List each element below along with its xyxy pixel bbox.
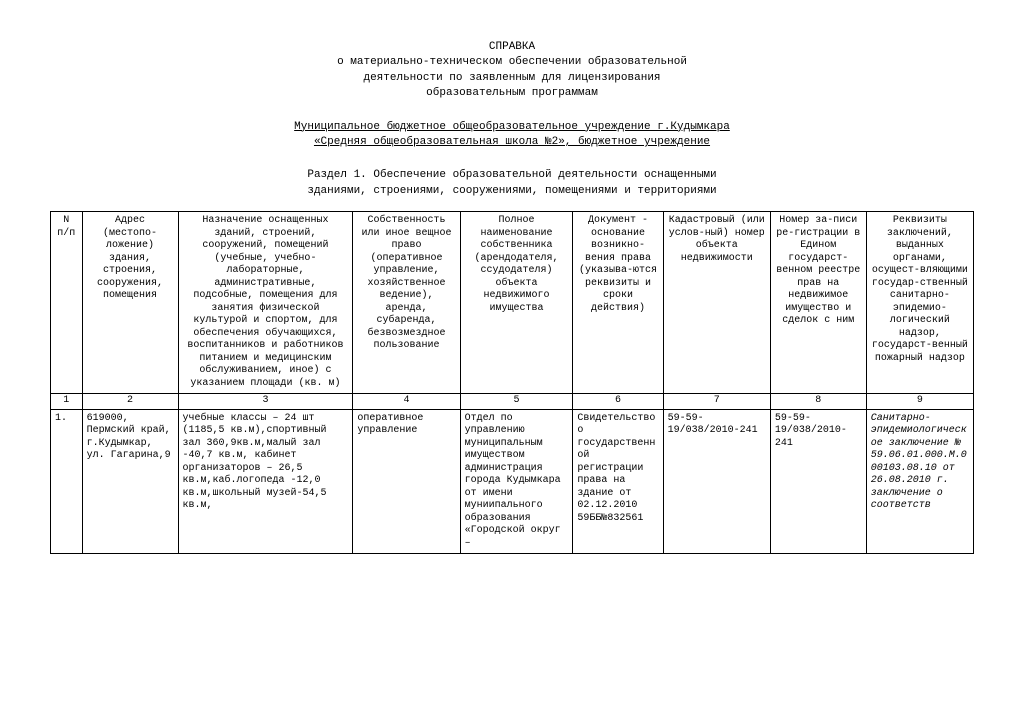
col-header: Назначение оснащенных зданий, строений, … (178, 212, 353, 394)
title: СПРАВКА (50, 40, 974, 55)
org-line: «Средняя общеобразовательная школа №2», … (314, 136, 710, 148)
cell-address: 619000, Пермский край, г.Кудымкар, ул. Г… (82, 409, 178, 554)
col-num: 2 (82, 394, 178, 410)
col-header: Кадастровый (или услов-ный) номер объект… (663, 212, 770, 394)
col-header: Полное наименование собственника (арендо… (460, 212, 573, 394)
col-header: Номер за-писи ре-гистрации в Едином госу… (770, 212, 866, 394)
document-header: СПРАВКА о материально-техническом обеспе… (50, 40, 974, 102)
header-row: N п/п Адрес (местопо-ложение) здания, ст… (51, 212, 974, 394)
cell-num: 1. (51, 409, 83, 554)
col-header: Документ - основание возникно-вения прав… (573, 212, 663, 394)
col-num: 5 (460, 394, 573, 410)
subtitle-line: о материально-техническом обеспечении об… (50, 55, 974, 70)
col-num: 1 (51, 394, 83, 410)
cell-requisites: Санитарно-эпидемиологическое заключение … (866, 409, 973, 554)
col-header: Реквизиты заключений, выданных органами,… (866, 212, 973, 394)
section-title: Раздел 1. Обеспечение образовательной де… (50, 168, 974, 199)
subtitle-line: образовательным программам (50, 86, 974, 101)
col-header: Адрес (местопо-ложение) здания, строения… (82, 212, 178, 394)
col-header: Собственность или иное вещное право (опе… (353, 212, 460, 394)
organization-block: Муниципальное бюджетное общеобразователь… (50, 120, 974, 151)
col-num: 8 (770, 394, 866, 410)
col-num: 9 (866, 394, 973, 410)
main-table: N п/п Адрес (местопо-ложение) здания, ст… (50, 211, 974, 554)
col-num: 3 (178, 394, 353, 410)
cell-document: Свидетельство о государственной регистра… (573, 409, 663, 554)
col-num: 4 (353, 394, 460, 410)
section-line: зданиями, строениями, сооружениями, поме… (50, 184, 974, 199)
org-line: Муниципальное бюджетное общеобразователь… (294, 121, 730, 133)
col-num: 6 (573, 394, 663, 410)
number-row: 1 2 3 4 5 6 7 8 9 (51, 394, 974, 410)
cell-cadastral: 59-59-19/038/2010-241 (663, 409, 770, 554)
section-line: Раздел 1. Обеспечение образовательной де… (50, 168, 974, 183)
cell-registry: 59-59-19/038/2010-241 (770, 409, 866, 554)
table-row: 1. 619000, Пермский край, г.Кудымкар, ул… (51, 409, 974, 554)
cell-ownership: оперативное управление (353, 409, 460, 554)
subtitle-line: деятельности по заявленным для лицензиро… (50, 71, 974, 86)
cell-owner: Отдел по управлению муниципальным имущес… (460, 409, 573, 554)
cell-purpose: учебные классы – 24 шт (1185,5 кв.м),спо… (178, 409, 353, 554)
col-header: N п/п (51, 212, 83, 394)
col-num: 7 (663, 394, 770, 410)
